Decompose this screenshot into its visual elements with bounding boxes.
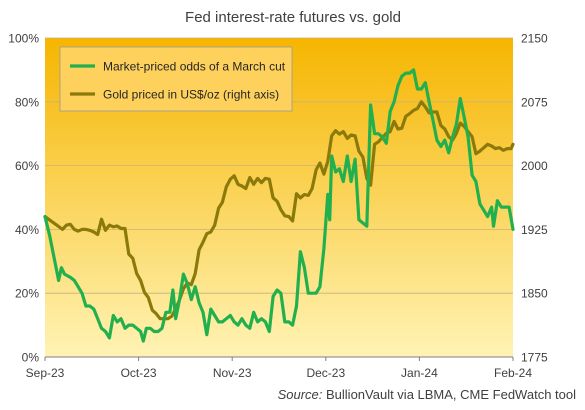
source-label: Source: (278, 387, 323, 402)
left-tick-label: 60% (15, 159, 39, 173)
series-line-odds (43, 68, 515, 343)
source-note: Source: BullionVault via LBMA, CME FedWa… (278, 387, 577, 402)
left-tick-label: 20% (15, 287, 39, 301)
right-tick-label: 2075 (521, 95, 548, 109)
left-tick-label: 40% (15, 223, 39, 237)
left-tick-label: 0% (22, 351, 40, 365)
x-tick-label: Dec-23 (306, 366, 345, 380)
x-tick-label: Feb-24 (494, 366, 532, 380)
legend-label-odds: Market-priced odds of a March cut (103, 60, 286, 74)
x-tick-label: Nov-23 (213, 366, 252, 380)
left-axis-ticks: 0% 20% 40% 60% 80% 100% (8, 32, 39, 365)
right-tick-label: 1775 (521, 351, 548, 365)
x-tick-label: Jan-24 (401, 366, 438, 380)
source-text: BullionVault via LBMA, CME FedWatch tool (322, 387, 576, 402)
x-tick-label: Sep-23 (26, 366, 65, 380)
series-line-gold (43, 100, 515, 321)
left-tick-label: 100% (8, 32, 39, 46)
right-axis-ticks: 1775 1850 1925 2000 2075 2150 (521, 32, 548, 365)
legend: Market-priced odds of a March cut Gold p… (59, 46, 293, 112)
right-tick-label: 2150 (521, 32, 548, 46)
x-tick-label: Oct-23 (121, 366, 157, 380)
left-tick-label: 80% (15, 95, 39, 109)
right-tick-label: 1850 (521, 287, 548, 301)
right-tick-label: 2000 (521, 159, 548, 173)
x-axis-ticks: Sep-23 Oct-23 Nov-23 Dec-23 Jan-24 Feb-24 (26, 357, 532, 380)
right-tick-label: 1925 (521, 223, 548, 237)
legend-label-gold: Gold priced in US$/oz (right axis) (103, 88, 279, 102)
series-lines (43, 68, 515, 343)
chart-title: Fed interest-rate futures vs. gold (185, 9, 401, 26)
legend-box (59, 46, 293, 112)
